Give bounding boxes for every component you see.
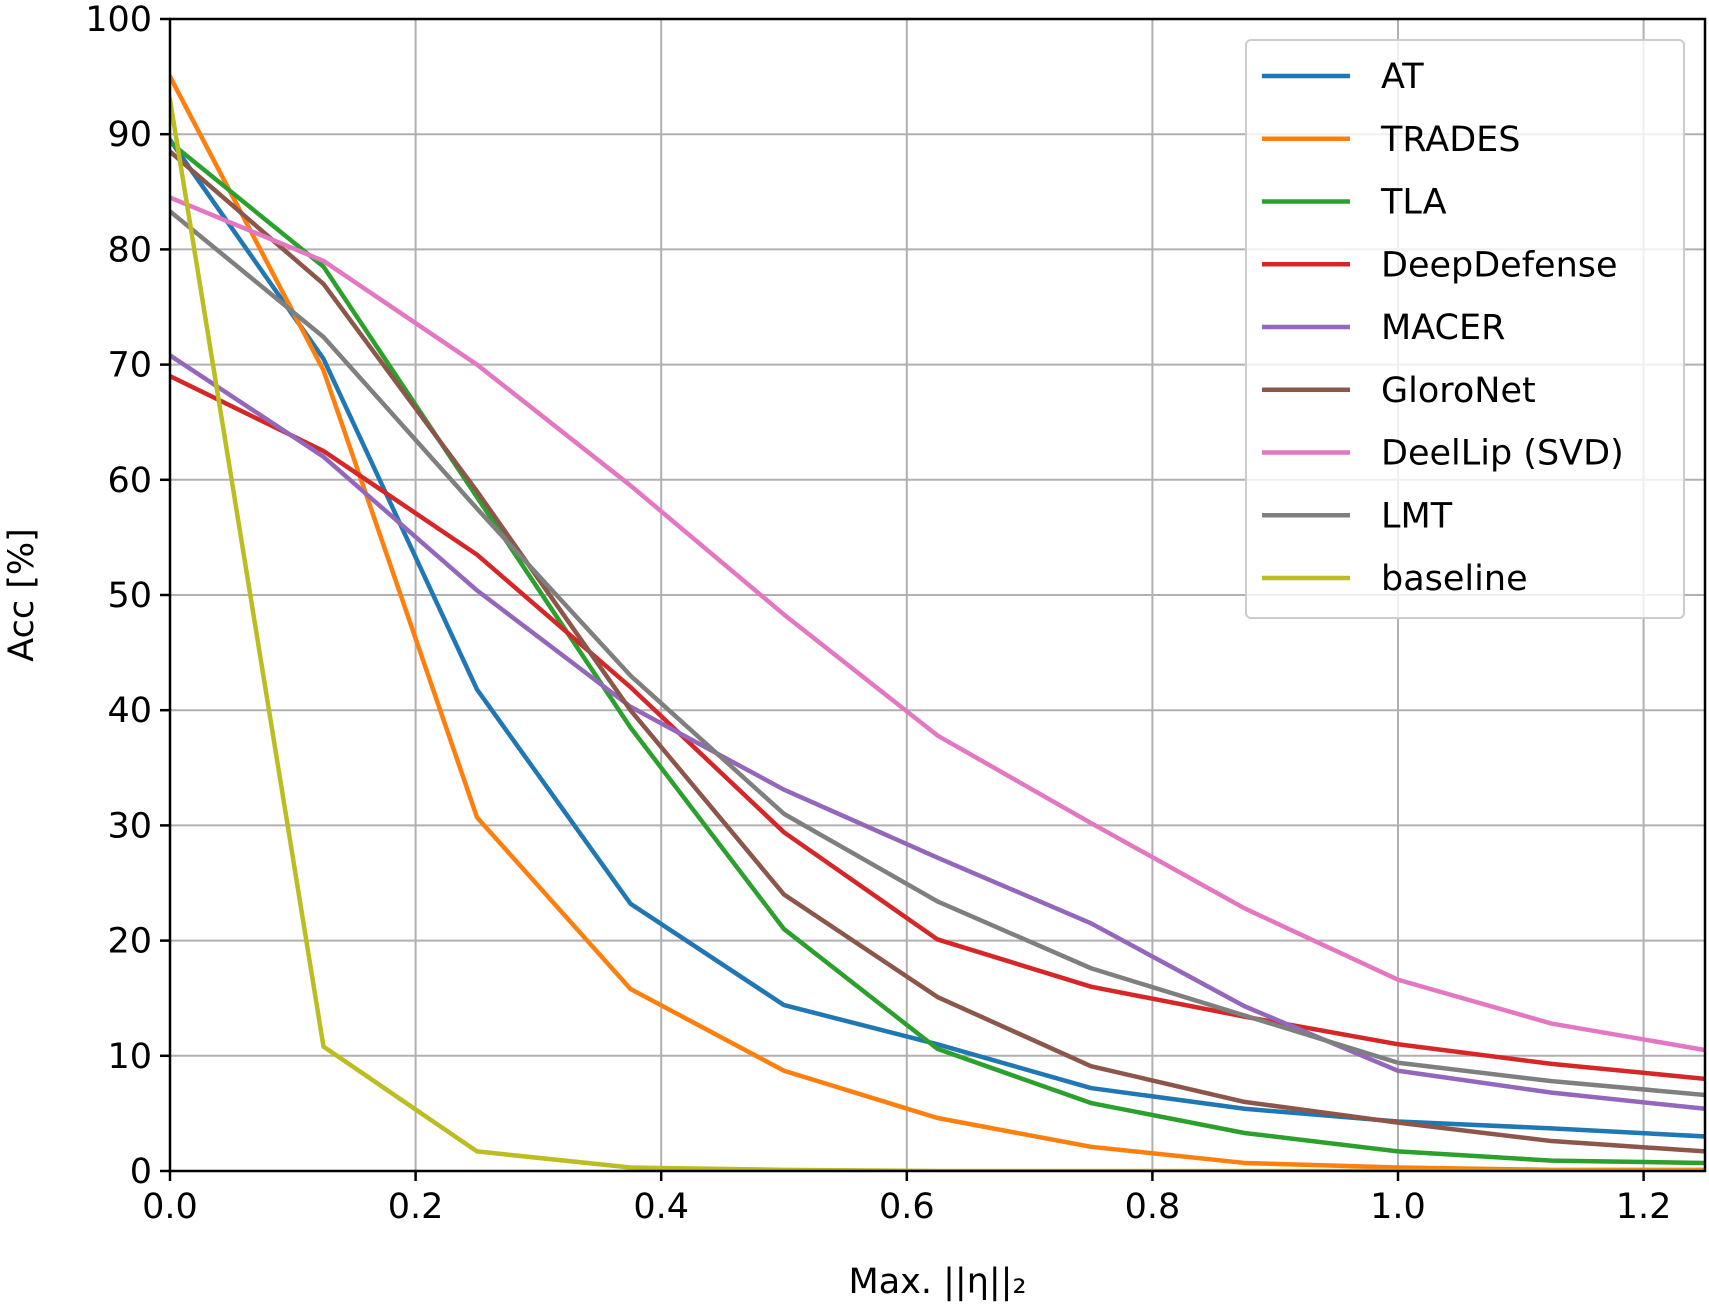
- y-axis-ticks: 0 10 20 30 40 50 60 70 80 90 100: [85, 0, 170, 1192]
- series-line-deellip-svd: [170, 195, 1705, 1053]
- y-tick-label: 70: [107, 346, 152, 386]
- legend-label-at: AT: [1381, 57, 1424, 97]
- y-tick-label: 40: [107, 691, 152, 731]
- x-tick-label: 0.6: [879, 1187, 935, 1227]
- y-tick-label: 10: [107, 1037, 152, 1077]
- y-tick-label: 60: [107, 461, 152, 501]
- series-line-deepdefense: [170, 373, 1705, 1082]
- legend-label-tla: TLA: [1380, 183, 1447, 223]
- series-line-gloronet: [170, 148, 1705, 1154]
- y-tick-label: 50: [107, 576, 152, 616]
- y-tick-label: 80: [107, 230, 152, 270]
- series-lines: [170, 73, 1705, 1171]
- y-tick-label: 0: [130, 1152, 152, 1192]
- legend-label-lmt: LMT: [1381, 496, 1453, 536]
- legend-box: [1245, 39, 1685, 619]
- y-tick-label: 90: [107, 115, 152, 155]
- x-tick-label: 0.0: [142, 1187, 198, 1227]
- y-tick-label: 30: [107, 806, 152, 846]
- x-tick-label: 1.2: [1616, 1187, 1672, 1227]
- y-tick-label: 20: [107, 922, 152, 962]
- y-tick-label: 100: [85, 0, 152, 40]
- legend-label-deepdefense: DeepDefense: [1381, 245, 1618, 285]
- x-tick-label: 0.2: [388, 1187, 444, 1227]
- x-axis-label: Max. ||η||₂: [849, 1262, 1027, 1302]
- x-tick-label: 0.4: [633, 1187, 689, 1227]
- x-tick-label: 0.8: [1125, 1187, 1181, 1227]
- series-line-at: [170, 136, 1705, 1139]
- y-axis-label: Acc [%]: [2, 528, 42, 662]
- series-line-macer: [170, 352, 1705, 1112]
- series-line-lmt: [170, 208, 1705, 1098]
- legend-label-macer: MACER: [1381, 308, 1505, 348]
- legend: AT TRADES TLA DeepDefense MACER GloroNet DeelL…: [1245, 39, 1685, 619]
- legend-label-trades: TRADES: [1380, 120, 1521, 160]
- series-line-trades: [170, 73, 1705, 1171]
- legend-label-baseline: baseline: [1381, 559, 1528, 599]
- series-line-baseline: [170, 97, 1705, 1171]
- x-tick-label: 1.0: [1370, 1187, 1426, 1227]
- legend-label-gloronet: GloroNet: [1381, 371, 1536, 411]
- legend-label-deellip-svd: DeelLip (SVD): [1381, 434, 1624, 474]
- x-axis-ticks: 0.0 0.2 0.4 0.6 0.8 1.0 1.2: [142, 1171, 1671, 1227]
